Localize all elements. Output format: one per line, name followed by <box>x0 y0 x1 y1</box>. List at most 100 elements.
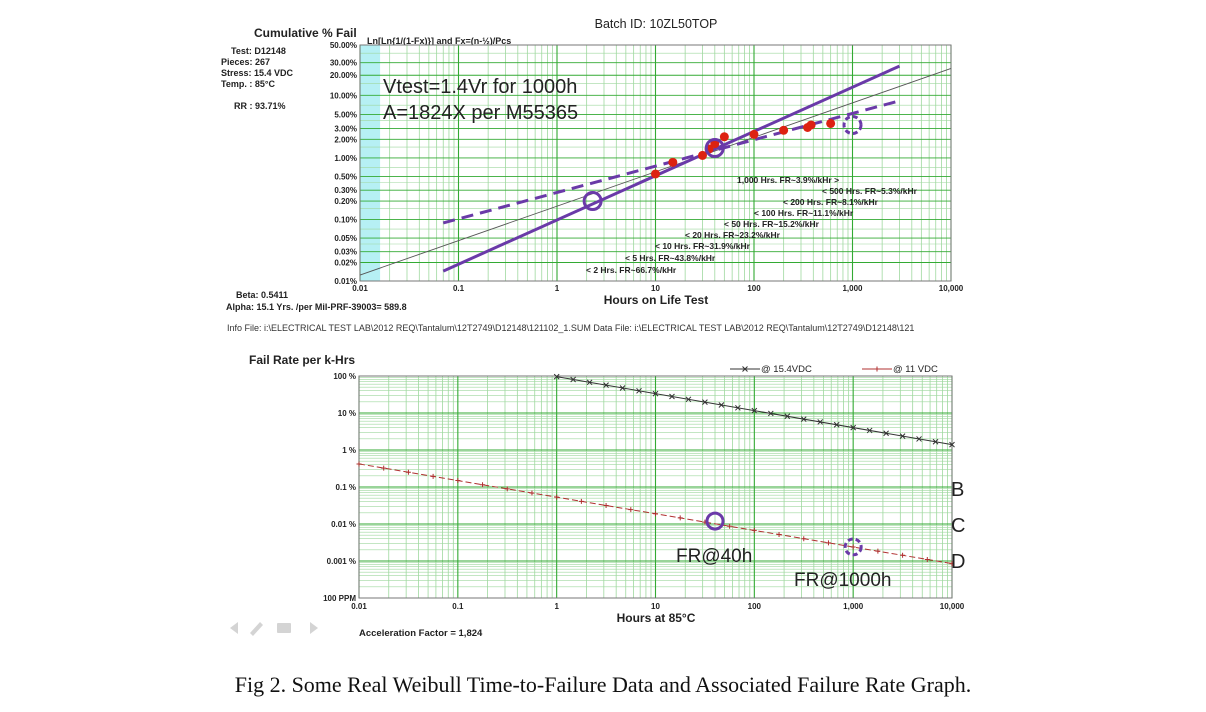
bottom-y-tick-label: 0.01 % <box>331 520 356 529</box>
series-marker <box>554 494 560 500</box>
top-x-tick-label: 10,000 <box>939 284 964 293</box>
data-point <box>806 120 816 130</box>
series-marker <box>578 498 584 504</box>
bottom-x-tick-label: 10,000 <box>940 602 965 611</box>
legend-marker <box>742 366 748 372</box>
highlight-circle <box>582 191 603 212</box>
label-b: B <box>951 479 964 501</box>
top-plot-area: 0.01 0.1 1 10 100 1,000 10,000 0.01% 0.02% 0.03% 0… <box>330 41 964 293</box>
bottom-plot-frame <box>358 375 953 599</box>
bottom-y-tick-label: 0.001 % <box>327 557 356 566</box>
series-marker <box>636 387 642 394</box>
series-marker <box>619 385 626 391</box>
top-y-tick-label: 0.50% <box>334 173 357 182</box>
top-x-tick-label: 1 <box>555 284 560 293</box>
series-marker <box>883 430 889 437</box>
top-y-tick-label: 2.00% <box>334 135 357 144</box>
top-y-tick-label: 1.00% <box>334 154 357 163</box>
series-marker <box>628 507 634 513</box>
data-point <box>749 129 759 139</box>
bottom-y-tick-label: 10 % <box>338 409 356 418</box>
series-marker <box>480 482 486 488</box>
top-y-tick-label: 0.20% <box>334 197 357 206</box>
top-y-tick-label: 10.00% <box>330 91 357 100</box>
figure-svg: Batch ID: 10ZL50TOP Cumulative % Fail Ln… <box>221 17 965 639</box>
label-fr-1000h: FR@1000h <box>794 570 891 591</box>
series-marker <box>899 433 906 439</box>
top-x-tick-label: 0.1 <box>453 284 465 293</box>
menu-icon[interactable] <box>277 623 291 633</box>
bottom-y-tick-label: 100 PPM <box>323 594 356 603</box>
highlight-circle <box>843 537 863 557</box>
forward-icon[interactable] <box>310 622 318 634</box>
formula-label: Ln[Ln{1/(1-Fx)}] and Fx=(n-½)/Pcs <box>367 36 511 46</box>
top-y-tick-label: 0.02% <box>334 259 357 268</box>
series-marker <box>603 502 609 508</box>
legend-label: @ 15.4VDC <box>761 364 812 375</box>
bottom-y-tick-label: 0.1 % <box>336 483 356 492</box>
back-icon[interactable] <box>230 622 238 634</box>
series-marker <box>850 424 857 431</box>
top-x-tick-label: 1,000 <box>842 284 863 293</box>
series-marker <box>776 532 782 538</box>
top-y-tick-label: 5.00% <box>334 110 357 119</box>
temp-label: Temp. : 85°C <box>221 79 275 89</box>
alpha-label: Alpha: 15.1 Yrs. /per Mil-PRF-39003= 589… <box>226 302 407 312</box>
series-marker <box>751 527 757 533</box>
highlight-circle <box>705 511 725 531</box>
test-label: Test: D12148 <box>231 46 286 56</box>
bottom-x-tick-label: 100 <box>748 602 762 611</box>
nav-icons <box>230 622 318 636</box>
series-marker <box>381 465 387 471</box>
figure-caption: Fig 2. Some Real Weibull Time-to-Failure… <box>234 672 972 697</box>
series-marker <box>850 544 856 550</box>
series-marker <box>677 515 683 521</box>
fr-note-50h: < 50 Hrs. FR~15.2%/kHr <box>724 219 820 229</box>
series-marker <box>916 436 922 442</box>
label-fr-40h: FR@40h <box>676 546 752 567</box>
top-x-tick-label: 0.01 <box>352 284 368 293</box>
fr-note-20h: < 20 Hrs. FR~23.2%/kHr <box>685 230 781 240</box>
series-marker <box>669 393 675 400</box>
fr-note-200h: < 200 Hrs. FR~8.1%/kHr <box>783 197 879 207</box>
series-marker <box>932 438 939 445</box>
bottom-x-tick-label: 1 <box>554 602 559 611</box>
series-marker <box>455 478 461 484</box>
rr-label: RR : 93.71% <box>234 101 286 111</box>
series-marker <box>949 561 955 567</box>
series-marker <box>875 548 881 554</box>
bottom-y-tick-label: 1 % <box>342 446 356 455</box>
series-marker <box>735 404 741 411</box>
top-y-tick-label: 50.00% <box>330 41 357 50</box>
series-marker <box>767 410 774 417</box>
top-y-tick-label: 0.03% <box>334 248 357 257</box>
pencil-icon[interactable] <box>250 622 263 636</box>
cyan-band <box>360 45 381 281</box>
legend-marker <box>874 366 880 372</box>
series-marker <box>405 469 411 475</box>
bottom-x-axis-title: Hours at 85°C <box>617 611 696 625</box>
series-marker <box>430 473 436 479</box>
weibull-chart: Batch ID: 10ZL50TOP Cumulative % Fail Ln… <box>221 17 964 333</box>
series-marker <box>924 556 930 562</box>
fail-rate-chart: Fail Rate per k-Hrs 0.01 0.1 1 10 100 1,000 10… <box>230 353 965 639</box>
series-marker <box>603 382 609 389</box>
top-y-tick-label: 30.00% <box>330 59 357 68</box>
annotation-vtest: Vtest=1.4Vr for 1000h <box>383 76 577 98</box>
bottom-x-tick-label: 0.1 <box>452 602 464 611</box>
bottom-y-tick-label: 100 % <box>333 372 356 381</box>
bottom-y-axis-title: Fail Rate per k-Hrs <box>249 353 355 367</box>
series-marker <box>356 461 362 467</box>
data-point <box>779 125 789 135</box>
top-x-tick-label: 10 <box>651 284 660 293</box>
batch-id: Batch ID: 10ZL50TOP <box>595 17 718 31</box>
series-marker <box>685 396 692 403</box>
data-point <box>710 139 720 149</box>
top-x-axis-title: Hours on Life Test <box>604 293 708 307</box>
purple-solid-line <box>442 64 901 273</box>
annotation-accel: A=1824X per M55365 <box>383 102 578 124</box>
series-marker <box>529 490 535 496</box>
fr-note-500h: < 500 Hrs. FR~5.3%/kHr <box>822 186 918 196</box>
series-marker <box>653 511 658 517</box>
